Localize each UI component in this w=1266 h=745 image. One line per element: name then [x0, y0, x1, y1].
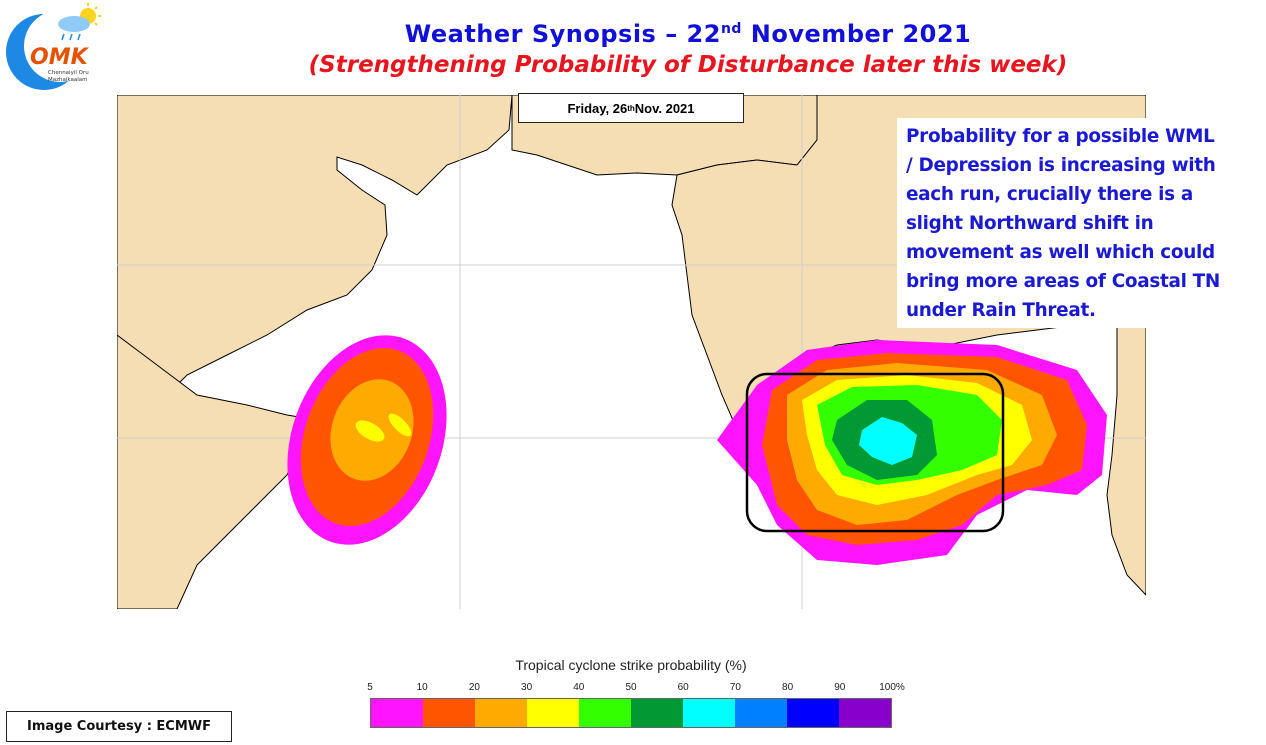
legend-swatch [475, 699, 527, 727]
legend-tick-label: 70 [729, 682, 741, 693]
legend-swatch [631, 699, 683, 727]
highlight-box [745, 372, 1005, 533]
legend-tick-label: 10 [416, 682, 428, 693]
svg-text:Mazhaikaalam: Mazhaikaalam [48, 77, 87, 83]
legend-swatch [423, 699, 475, 727]
legend-swatch [579, 699, 631, 727]
legend-swatch [787, 699, 839, 727]
legend-swatch [683, 699, 735, 727]
legend-tick-label: 5 [367, 682, 373, 693]
legend-tick-label: 80 [782, 682, 794, 693]
forecast-note: Probability for a possible WML / Depress… [897, 118, 1232, 328]
cyclone-probability-map [117, 95, 1146, 609]
legend-color-bar [370, 698, 892, 728]
legend-swatch [527, 699, 579, 727]
legend-tick-label: 50 [625, 682, 637, 693]
legend-tick-label: 40 [573, 682, 585, 693]
header: Weather Synopsis – 22nd November 2021 (S… [0, 14, 1266, 81]
legend-ticks: 5 10 20 30 40 50 60 70 80 90 100% [360, 682, 920, 696]
legend-tick-label: 30 [521, 682, 533, 693]
legend-swatch [735, 699, 787, 727]
legend-title: Tropical cyclone strike probability (%) [515, 657, 747, 673]
legend-tick-label: 90 [834, 682, 846, 693]
legend-tick-label: 20 [468, 682, 480, 693]
legend-tick-label: 100% [879, 682, 905, 693]
legend-tick-label: 60 [677, 682, 689, 693]
arabian-sea-probability-area [287, 335, 447, 545]
image-courtesy: Image Courtesy : ECMWF [6, 711, 232, 742]
svg-text:OMK: OMK [30, 45, 90, 70]
svg-text:Chennaiyil Oru: Chennaiyil Oru [48, 70, 89, 76]
bay-of-bengal-probability-area [717, 340, 1107, 565]
omk-logo: OMK Chennaiyil Oru Mazhaikaalam [4, 2, 104, 94]
page-title: Weather Synopsis – 22nd November 2021 [404, 20, 972, 48]
page-subtitle: (Strengthening Probability of Disturbanc… [308, 52, 1068, 78]
legend-swatch [371, 699, 423, 727]
legend-swatch [839, 699, 891, 727]
